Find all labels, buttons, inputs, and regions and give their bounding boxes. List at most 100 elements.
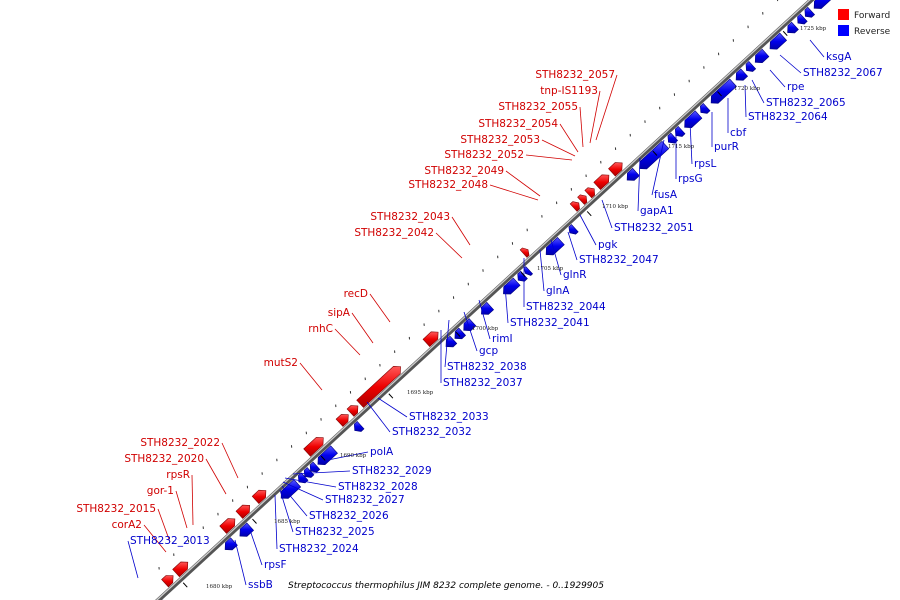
forward-leader-line — [525, 154, 573, 161]
reverse-leader-line — [539, 249, 545, 292]
reverse-gene-label: rpsF — [264, 559, 287, 571]
reverse-gene-arrow — [626, 167, 640, 181]
reverse-leader-line — [234, 539, 247, 586]
forward-gene-label: STH8232_2052 — [444, 149, 524, 161]
forward-leader-line — [221, 442, 239, 479]
reverse-gene-arrow — [769, 32, 788, 50]
forward-gene-label: tnp-IS1193 — [540, 85, 598, 97]
forward-leader-line — [157, 508, 171, 543]
reverse-gene-label: STH8232_2029 — [352, 465, 432, 477]
forward-gene-arrow — [219, 518, 236, 534]
reverse-gene-label: glnR — [563, 269, 587, 281]
forward-gene-arrow — [577, 194, 588, 205]
gene-labels: STH8232_2057 tnp-IS1193 STH8232_2055 STH823… — [76, 51, 882, 591]
reverse-leader-line — [744, 84, 747, 118]
reverse-gene-arrow — [309, 461, 321, 473]
forward-leader-line — [369, 293, 391, 323]
reverse-gene-arrow — [545, 236, 565, 256]
tick-mark — [182, 582, 188, 588]
reverse-gene-label: pgk — [598, 239, 618, 251]
forward-leader-line — [299, 362, 323, 391]
forward-gene-arrow — [251, 489, 267, 505]
tick-mark — [652, 150, 658, 156]
forward-gene-label: mutS2 — [264, 357, 298, 369]
map-caption: Streptococcus thermophilus JIM 8232 comp… — [288, 581, 604, 591]
tick-label: 1690 kbp — [340, 453, 367, 459]
forward-leader-line — [351, 312, 374, 344]
reverse-gene-arrow — [481, 301, 495, 315]
forward-gene-label: STH8232_2055 — [498, 101, 578, 113]
forward-gene-arrow — [303, 437, 324, 457]
forward-gene-label: STH8232_2057 — [535, 69, 615, 81]
reverse-gene-label: STH8232_2051 — [614, 222, 694, 234]
forward-gene-label: STH8232_2022 — [140, 437, 220, 449]
tick-label: 1725 kbp — [800, 26, 827, 32]
genome-backbone-highlight — [155, 0, 811, 600]
reverse-leader-line — [579, 214, 597, 246]
reverse-leader-line — [327, 451, 369, 461]
reverse-leader-line — [550, 239, 562, 276]
forward-gene-label: corA2 — [112, 519, 142, 531]
forward-gene-label: STH8232_2043 — [370, 211, 450, 223]
forward-gene-label: rnhC — [308, 323, 333, 335]
reverse-gene-label: STH8232_2032 — [392, 426, 472, 438]
reverse-gene-label: rimI — [492, 333, 513, 345]
forward-gene-arrow — [235, 504, 251, 519]
reverse-gene-arrow — [710, 78, 737, 104]
forward-leader-line — [595, 74, 618, 141]
forward-gene-arrow — [569, 201, 580, 212]
reverse-gene-arrow — [523, 266, 534, 276]
tick-mark — [455, 331, 461, 337]
forward-gene-arrow — [161, 575, 174, 588]
forward-gene-arrow — [422, 331, 439, 348]
legend-forward-swatch — [838, 9, 849, 20]
forward-gene-label: STH8232_2054 — [478, 118, 558, 130]
reverse-leader-line — [567, 231, 578, 261]
tick-mark — [320, 455, 326, 461]
tick-label: 1705 kbp — [537, 266, 564, 272]
reverse-gene-arrow — [684, 110, 703, 129]
reverse-gene-label: STH8232_2025 — [295, 526, 375, 538]
reverse-gene-arrow — [674, 125, 686, 137]
reverse-gene-label: rpsL — [694, 158, 716, 170]
reverse-gene-label: STH8232_2026 — [309, 510, 389, 522]
reverse-gene-label: purR — [714, 141, 739, 153]
forward-gene-arrow — [335, 414, 349, 427]
reverse-gene-label: STH8232_2041 — [510, 317, 590, 329]
reverse-gene-arrow — [797, 13, 808, 25]
reverse-gene-arrow — [517, 270, 528, 282]
reverse-gene-arrow — [503, 277, 521, 295]
reverse-leader-line — [281, 485, 308, 517]
reverse-gene-label: ssbB — [248, 579, 273, 591]
forward-leader-line — [451, 216, 471, 246]
reverse-gene-arrow — [699, 102, 711, 114]
tick-label: 1700 kbp — [472, 326, 499, 332]
forward-leader-line — [435, 232, 463, 259]
reverse-leader-line — [478, 299, 491, 340]
forward-gene-arrow — [593, 174, 610, 191]
reverse-gene-label: STH8232_2013 — [130, 535, 210, 547]
forward-leader-line — [205, 458, 227, 495]
reverse-leader-line — [689, 121, 693, 165]
forward-leader-line — [579, 106, 584, 148]
reverse-leader-line — [444, 319, 450, 368]
forward-leader-line — [505, 170, 541, 197]
tick-mark — [520, 271, 526, 277]
reverse-leader-line — [504, 284, 509, 324]
reverse-gene-label: ksgA — [826, 51, 852, 63]
reverse-gene-arrow — [745, 60, 757, 72]
reverse-gene-arrow — [303, 467, 315, 478]
reverse-leader-line — [637, 157, 641, 212]
reverse-gene-label: STH8232_2047 — [579, 254, 659, 266]
reverse-leader-line — [651, 139, 665, 196]
reverse-gene-label: STH8232_2065 — [766, 97, 846, 109]
forward-gene-label: recD — [344, 288, 368, 300]
reverse-leader-line — [249, 529, 263, 566]
reverse-leader-line — [751, 79, 765, 104]
tick-mark — [252, 518, 257, 524]
forward-gene-label: STH8232_2053 — [460, 134, 540, 146]
forward-leader-line — [589, 90, 601, 144]
tick-mark — [388, 393, 394, 399]
forward-gene-arrow — [519, 247, 530, 258]
